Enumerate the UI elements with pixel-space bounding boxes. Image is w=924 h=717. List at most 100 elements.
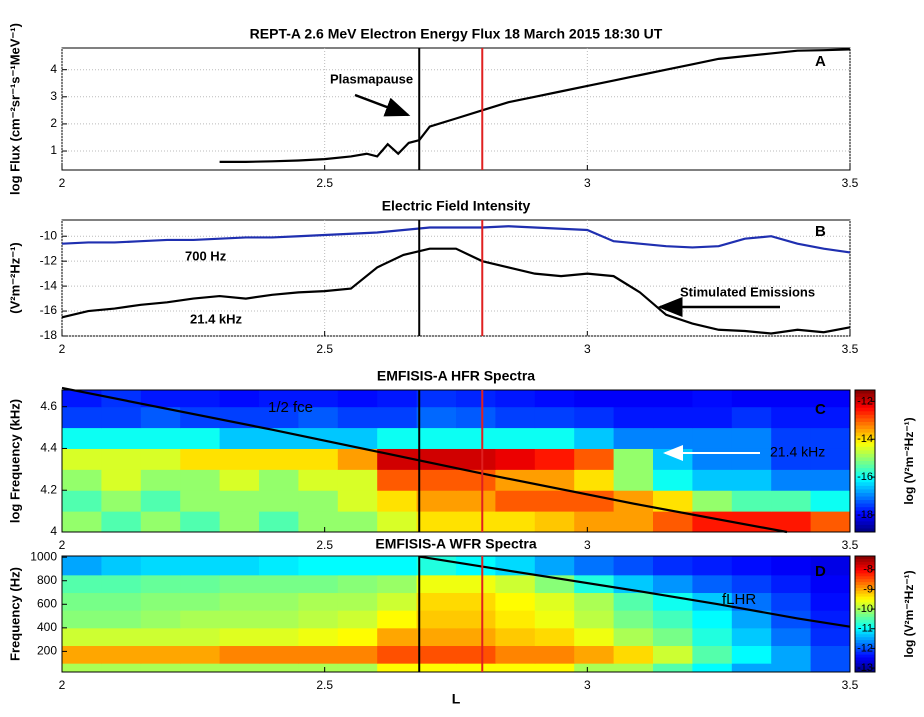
heatmap-cell: [574, 627, 615, 647]
y-axis-label: log Flux (cm⁻²sr⁻¹s⁻¹MeV⁻¹): [7, 23, 22, 195]
x-tick-label: 2: [59, 678, 66, 692]
heatmap-cell: [259, 448, 299, 470]
heatmap-cell: [219, 427, 260, 449]
colorbar-segment: [855, 599, 875, 603]
x-tick-label: 2: [59, 342, 66, 356]
heatmap-cell: [574, 469, 615, 491]
annotation: fLHR: [722, 591, 756, 608]
heatmap-cell: [574, 390, 615, 408]
heatmap-cell: [259, 511, 299, 533]
colorbar-tick-label: -9: [863, 583, 873, 595]
colorbar-tick-label: -12: [857, 395, 873, 407]
colorbar-segment: [855, 489, 875, 494]
heatmap-cell: [62, 511, 102, 533]
heatmap-cell: [140, 556, 181, 576]
heatmap-cell: [337, 645, 378, 664]
colorbar-segment: [855, 425, 875, 430]
colorbar-segment: [855, 443, 875, 448]
heatmap-cell: [534, 645, 575, 664]
heatmap-cell: [771, 645, 812, 664]
heatmap-cell: [534, 556, 575, 576]
y-tick-label: 4: [50, 62, 57, 76]
heatmap-cell: [653, 610, 693, 629]
heatmap-cell: [337, 469, 378, 491]
heatmap-cell: [456, 645, 496, 664]
heatmap-cell: [101, 645, 142, 664]
colorbar-segment: [855, 654, 875, 658]
colorbar-tick-label: -8: [863, 564, 873, 576]
heatmap-cell: [259, 406, 299, 429]
heatmap-cell: [377, 556, 418, 576]
colorbar-segment: [855, 393, 875, 398]
heatmap-cell: [456, 592, 496, 611]
heatmap-cell: [180, 390, 221, 408]
heatmap-cell: [692, 556, 733, 576]
colorbar-tick-label: -18: [857, 509, 873, 521]
heatmap-cell: [337, 592, 378, 611]
heatmap-cell: [259, 574, 299, 594]
heatmap-cell: [259, 610, 299, 629]
x-axis-label: L: [452, 691, 461, 707]
series-line: [219, 48, 851, 163]
annotation: 1/2 fce: [268, 399, 313, 416]
heatmap-cell: [219, 592, 260, 611]
heatmap-cell: [810, 663, 851, 673]
heatmap-cell: [495, 627, 536, 647]
colorbar-segment: [855, 628, 875, 632]
heatmap-cell: [495, 645, 536, 664]
colorbar-segment: [855, 492, 875, 497]
heatmap-cell: [101, 663, 142, 673]
heatmap-cell: [219, 469, 260, 491]
heatmap-cell: [101, 427, 142, 449]
colorbar-segment: [855, 468, 875, 473]
heatmap-cell: [337, 556, 378, 576]
heatmap-cell: [377, 592, 418, 611]
colorbar-segment: [855, 556, 875, 560]
heatmap-cell: [495, 511, 536, 533]
y-tick-label: 1000: [30, 549, 57, 563]
heatmap-cell: [180, 556, 221, 576]
colorbar-segment: [855, 450, 875, 455]
annotation: Stimulated Emissions: [680, 284, 815, 299]
heatmap-cell: [731, 627, 772, 647]
heatmap-cell: [180, 645, 221, 664]
heatmap-cell: [771, 663, 812, 673]
heatmap-cell: [534, 390, 575, 408]
heatmap-cell: [140, 390, 181, 408]
colorbar-segment: [855, 507, 875, 512]
heatmap-cell: [810, 574, 851, 594]
heatmap-cell: [456, 663, 496, 673]
colorbar-segment: [855, 482, 875, 487]
heatmap-cell: [810, 406, 851, 429]
heatmap-cell: [692, 490, 733, 512]
heatmap-cell: [62, 448, 102, 470]
heatmap-cell: [140, 406, 181, 429]
heatmap-cell: [416, 390, 457, 408]
annotation: 21.4 kHz: [190, 311, 243, 326]
colorbar-segment: [855, 648, 875, 653]
y-tick-label: 400: [37, 620, 57, 634]
colorbar-segment: [855, 657, 875, 661]
x-tick-label: 3.5: [842, 678, 859, 692]
heatmap-cell: [613, 390, 654, 408]
heatmap-cell: [180, 406, 221, 429]
heatmap-cell: [180, 663, 221, 673]
colorbar-segment: [855, 510, 875, 515]
heatmap-cell: [731, 645, 772, 664]
heatmap-cell: [416, 610, 457, 629]
colorbar-tick-label: -14: [857, 433, 873, 445]
heatmap-cell: [810, 511, 851, 533]
heatmap-cell: [377, 511, 418, 533]
heatmap-cell: [416, 406, 457, 429]
colorbar-frame: [854, 389, 876, 533]
colorbar-segment: [855, 500, 875, 505]
colorbar-segment: [855, 517, 875, 522]
heatmap-cell: [613, 406, 654, 429]
heatmap-cell: [613, 627, 654, 647]
heatmap-cell: [62, 645, 102, 664]
heatmap-cell: [613, 592, 654, 611]
colorbar-segment: [855, 611, 875, 615]
heatmap-cell: [810, 490, 851, 512]
